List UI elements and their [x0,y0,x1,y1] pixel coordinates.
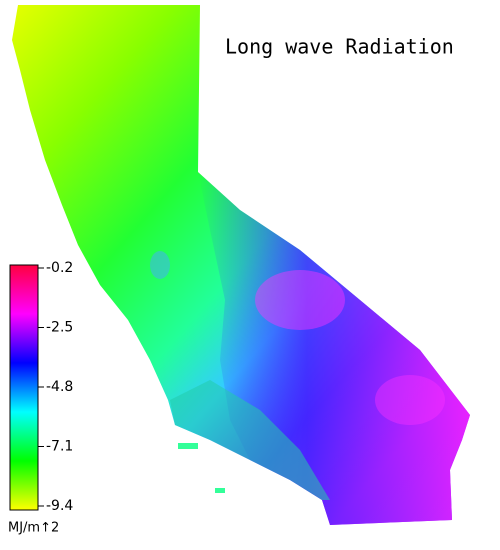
east-region [198,172,470,525]
island [178,443,198,449]
mountain-detail [255,270,345,330]
desert-detail [375,375,445,425]
southwest-region [170,380,330,500]
colorbar-tick-label: -9.4 [46,498,73,514]
island [215,488,225,493]
valley-detail [150,251,170,279]
colorbar-tick-label: -2.5 [46,320,73,336]
california-map [12,5,470,525]
colorbar-unit: MJ/m↑2 [8,521,59,536]
colorbar-tick-label: -4.8 [46,379,73,395]
map-title: Long wave Radiation [225,35,454,59]
colorbar-tick-label: -7.1 [46,439,73,455]
colorbar-ramp [9,264,39,511]
colorbar: -0.2 -2.5 -4.8 -7.1 -9.4 [9,260,73,514]
colorbar-tick-label: -0.2 [46,260,73,276]
